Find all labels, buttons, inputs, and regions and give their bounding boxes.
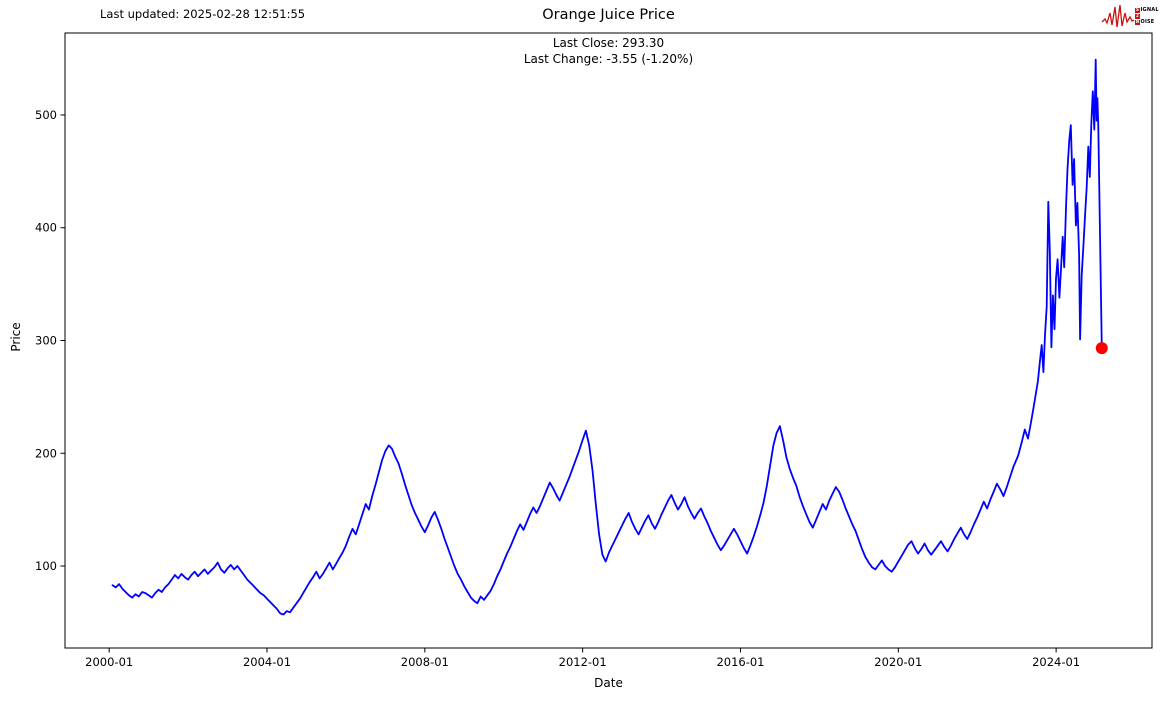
y-tick-label: 300 (35, 334, 57, 348)
chart-title: Orange Juice Price (542, 7, 675, 23)
y-axis-label: Price (9, 322, 23, 352)
price-series-line (111, 58, 1103, 616)
x-tick-label: 2012-01 (559, 655, 607, 669)
x-tick-label: 2000-01 (85, 655, 133, 669)
logo-letter-2: 2 (1135, 13, 1140, 19)
last-close-marker (1095, 342, 1108, 355)
y-tick-label: 200 (35, 446, 57, 460)
logo-letter-n: N (1135, 19, 1140, 25)
logo-wordmark: S IGNAL 2 N OISE (1135, 7, 1159, 25)
x-tick-label: 2020-01 (874, 655, 922, 669)
x-axis-label: Date (594, 676, 623, 690)
last-close-annotation: Last Close: 293.30 (552, 36, 665, 50)
x-tick-label: 2016-01 (716, 655, 764, 669)
waveform-icon (1101, 4, 1135, 28)
last-updated-text: Last updated: 2025-02-28 12:51:55 (100, 7, 306, 21)
x-tick-label: 2024-01 (1032, 655, 1080, 669)
last-change-annotation: Last Change: -3.55 (-1.20%) (523, 52, 694, 66)
y-tick-label: 100 (35, 559, 57, 573)
logo-letter-s: S (1135, 7, 1140, 13)
logo-word-signal: IGNAL (1140, 7, 1159, 13)
x-tick-label: 2008-01 (401, 655, 449, 669)
x-tick-label: 2004-01 (243, 655, 291, 669)
signal2noise-logo: S IGNAL 2 N OISE (1101, 2, 1159, 30)
y-tick-label: 400 (35, 221, 57, 235)
y-tick-label: 500 (35, 108, 57, 122)
logo-word-noise: OISE (1140, 19, 1155, 25)
